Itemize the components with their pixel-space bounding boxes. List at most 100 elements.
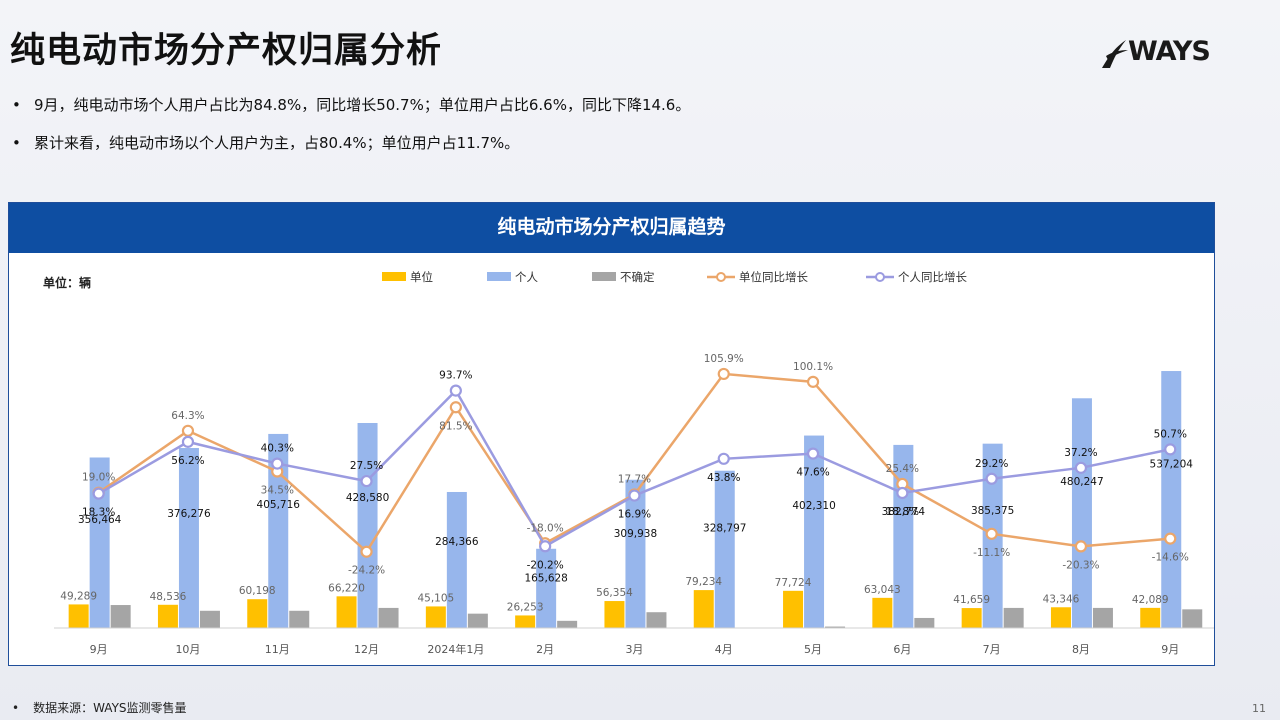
page-title: 纯电动市场分产权归属分析 (10, 31, 443, 71)
bar-personal (357, 422, 378, 628)
x-tick-label: 9月 (90, 643, 108, 656)
unit-growth-label: -11.1% (973, 547, 1010, 559)
bar-personal-label: 356,464 (78, 514, 122, 526)
unit-growth-point (1074, 540, 1088, 553)
x-tick-label: 2024年1月 (427, 642, 484, 656)
bar-unit-label: 26,253 (507, 601, 544, 613)
bar-personal (178, 448, 199, 628)
legend-label: 不确定 (620, 270, 655, 284)
bar-unit-label: 60,198 (239, 585, 276, 597)
unit-growth-point (806, 375, 820, 388)
bar-unit-label: 49,289 (60, 590, 97, 602)
bar-personal-label: 402,310 (792, 500, 835, 512)
bar-uncertain (289, 610, 310, 628)
unit-growth-label: -14.6% (1152, 552, 1189, 564)
personal-growth-label: 29.2% (975, 458, 1008, 470)
personal-growth-label: 18.8% (886, 506, 919, 518)
unit-label: 单位：辆 (43, 275, 91, 290)
personal-growth-point (896, 486, 909, 500)
x-tick-label: 4月 (715, 643, 733, 656)
personal-growth-label: 16.9% (618, 509, 651, 521)
x-tick-label: 6月 (893, 643, 911, 656)
summary-bullets: 9月，纯电动市场个人用户占比为84.8%，同比增长50.7%；单位用户占比6.6… (10, 94, 690, 170)
x-tick-label: 11月 (265, 643, 290, 656)
x-tick-label: 10月 (175, 643, 200, 656)
bar-unit (247, 599, 268, 628)
bar-unit (68, 604, 89, 628)
personal-growth-label: -20.2% (527, 559, 564, 571)
x-tick-label: 7月 (983, 643, 1001, 656)
unit-growth-label: 34.5% (261, 485, 294, 497)
personal-growth-label: 56.2% (171, 455, 204, 467)
bar-personal (268, 433, 289, 628)
bar-unit-label: 63,043 (864, 584, 901, 596)
ways-logo: WAYS (1100, 36, 1220, 70)
unit-growth-label: 17.7% (618, 473, 651, 485)
bar-uncertain (1092, 607, 1113, 628)
unit-growth-point (1164, 532, 1177, 545)
bar-personal-label: 284,366 (435, 536, 479, 548)
legend-swatch (487, 272, 511, 281)
bar-unit (1050, 607, 1071, 628)
bar-unit-label: 48,536 (150, 591, 187, 603)
bar-uncertain (378, 607, 399, 628)
bar-personal-label: 376,276 (167, 508, 211, 520)
x-tick-label: 3月 (625, 643, 643, 656)
unit-growth-label: -18.0% (527, 522, 564, 534)
legend-label: 单位同比增长 (739, 270, 808, 284)
bar-personal (625, 479, 646, 628)
bar-unit-label: 43,346 (1043, 593, 1080, 605)
bar-personal-label: 405,716 (257, 499, 301, 511)
personal-growth-point (628, 489, 641, 502)
bar-unit-label: 42,089 (1132, 594, 1169, 606)
bar-unit (783, 590, 804, 628)
unit-growth-label: 25.4% (886, 463, 919, 475)
bar-personal (536, 548, 557, 628)
bar-personal (714, 470, 735, 628)
personal-growth-point (985, 472, 998, 485)
unit-growth-label: 105.9% (704, 353, 744, 365)
personal-growth-point (539, 540, 552, 553)
bar-personal (1161, 371, 1182, 628)
personal-growth-point (181, 435, 195, 448)
source-text: 数据来源：WAYS监测零售量 (33, 701, 187, 715)
bar-personal-label: 165,628 (524, 572, 567, 584)
bullet-dot: • (12, 701, 20, 715)
bar-uncertain (467, 613, 488, 628)
personal-growth-label: 50.7% (1154, 428, 1187, 440)
personal-growth-label: 37.2% (1064, 447, 1097, 459)
unit-growth-point (717, 367, 730, 381)
x-tick-label: 12月 (354, 643, 379, 656)
bar-personal-label: 328,797 (703, 522, 746, 534)
personal-growth-label: 93.7% (439, 370, 472, 382)
x-tick-label: 9月 (1161, 643, 1179, 656)
bar-uncertain (199, 610, 220, 628)
bar-uncertain (825, 626, 846, 628)
bar-personal (804, 435, 825, 628)
bar-personal-label: 382,774 (882, 506, 926, 518)
chart-panel: 纯电动市场分产权归属趋势 单位：辆 单位 个人 不确定 单位同比增长 个人同比增长 9月 10… (8, 202, 1215, 666)
bar-personal-label: 309,938 (614, 528, 657, 540)
personal-growth-label: 18.3% (82, 507, 115, 519)
unit-growth-label: 19.0% (82, 472, 115, 484)
unit-growth-label: 100.1% (793, 361, 833, 373)
bar-uncertain (914, 617, 935, 628)
x-tick-label: 2月 (536, 643, 554, 656)
bar-unit-label: 77,724 (775, 577, 812, 589)
bar-personal (89, 457, 110, 628)
bar-personal-label: 480,247 (1060, 476, 1103, 488)
legend-marker (875, 272, 885, 282)
bar-unit (425, 606, 446, 628)
bar-uncertain (110, 605, 131, 628)
bar-unit-label: 45,105 (417, 592, 454, 604)
bar-uncertain (1003, 607, 1024, 628)
personal-growth-point (1164, 443, 1177, 456)
bar-unit-label: 41,659 (953, 594, 990, 606)
unit-growth-label: 64.3% (171, 410, 204, 422)
personal-growth-point (717, 452, 730, 465)
bullet-item: 累计来看，纯电动市场以个人用户为主，占80.4%；单位用户占11.7%。 (10, 132, 690, 170)
legend-label: 个人 (515, 270, 538, 284)
bar-uncertain (1182, 609, 1203, 628)
chart-canvas: 单位：辆 单位 个人 不确定 单位同比增长 个人同比增长 9月 10月 11月 12月 2024年1… (43, 270, 1214, 656)
personal-growth-label: 40.3% (261, 443, 294, 455)
